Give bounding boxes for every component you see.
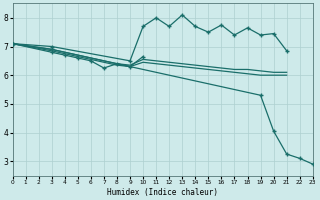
X-axis label: Humidex (Indice chaleur): Humidex (Indice chaleur) [107,188,218,197]
